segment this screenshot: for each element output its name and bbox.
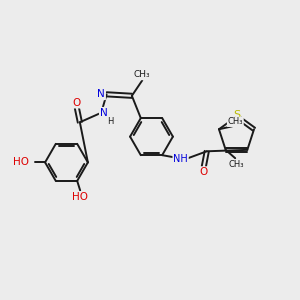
Text: CH₃: CH₃: [228, 117, 243, 126]
Text: H: H: [108, 117, 114, 126]
Text: HO: HO: [72, 192, 88, 202]
Text: CH₃: CH₃: [134, 70, 151, 80]
Text: O: O: [73, 98, 81, 108]
Text: HO: HO: [13, 158, 29, 167]
Text: N: N: [100, 108, 107, 118]
Text: O: O: [200, 167, 208, 177]
Text: N: N: [98, 89, 105, 99]
Text: CH₃: CH₃: [229, 160, 244, 169]
Text: NH: NH: [173, 154, 188, 164]
Text: S: S: [233, 110, 240, 120]
